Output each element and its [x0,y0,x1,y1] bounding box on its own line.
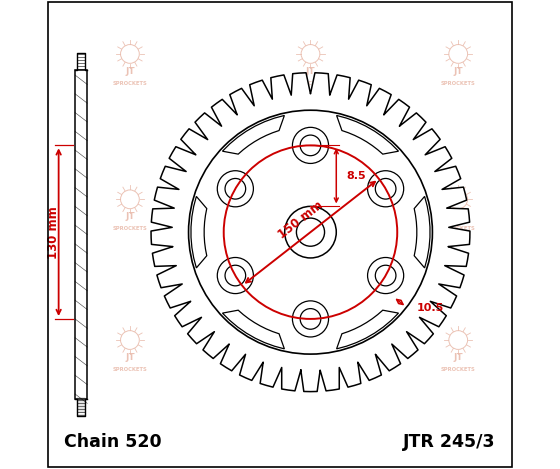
Text: JT: JT [125,353,135,362]
Text: 8.5: 8.5 [347,171,366,181]
Text: JT: JT [125,67,135,76]
Text: 10.5: 10.5 [416,303,444,312]
Polygon shape [414,197,430,268]
Polygon shape [222,115,284,154]
Text: JT: JT [454,353,463,362]
Text: SPROCKETS: SPROCKETS [441,367,475,372]
Text: SPROCKETS: SPROCKETS [293,367,328,372]
Text: JT: JT [454,67,463,76]
Text: JT: JT [306,212,315,221]
Polygon shape [337,115,399,154]
Text: SPROCKETS: SPROCKETS [113,367,147,372]
Text: SPROCKETS: SPROCKETS [293,81,328,86]
Text: JT: JT [125,212,135,221]
Text: JT: JT [454,212,463,221]
Text: Chain 520: Chain 520 [64,433,162,451]
Text: JT: JT [306,67,315,76]
Circle shape [225,179,246,199]
Text: SPROCKETS: SPROCKETS [441,227,475,231]
Circle shape [375,265,396,286]
Text: 150 mm: 150 mm [276,199,326,242]
Circle shape [189,110,432,354]
Text: SPROCKETS: SPROCKETS [441,81,475,86]
Text: SPROCKETS: SPROCKETS [293,227,328,231]
Circle shape [300,309,321,329]
Text: SPROCKETS: SPROCKETS [113,81,147,86]
Text: SPROCKETS: SPROCKETS [113,227,147,231]
Circle shape [292,128,329,164]
Polygon shape [337,310,399,349]
Circle shape [375,179,396,199]
Text: JTR 245/3: JTR 245/3 [403,433,496,451]
Circle shape [284,206,336,258]
Polygon shape [191,197,207,268]
Polygon shape [151,73,470,392]
Bar [75,70,87,399]
Circle shape [225,265,246,286]
Circle shape [367,171,404,207]
Polygon shape [222,310,284,349]
Circle shape [292,301,329,337]
Circle shape [300,135,321,156]
Circle shape [217,171,254,207]
Circle shape [367,257,404,294]
Circle shape [217,257,254,294]
Circle shape [296,218,325,246]
Text: 130 mm: 130 mm [46,206,59,258]
Text: JT: JT [306,353,315,362]
